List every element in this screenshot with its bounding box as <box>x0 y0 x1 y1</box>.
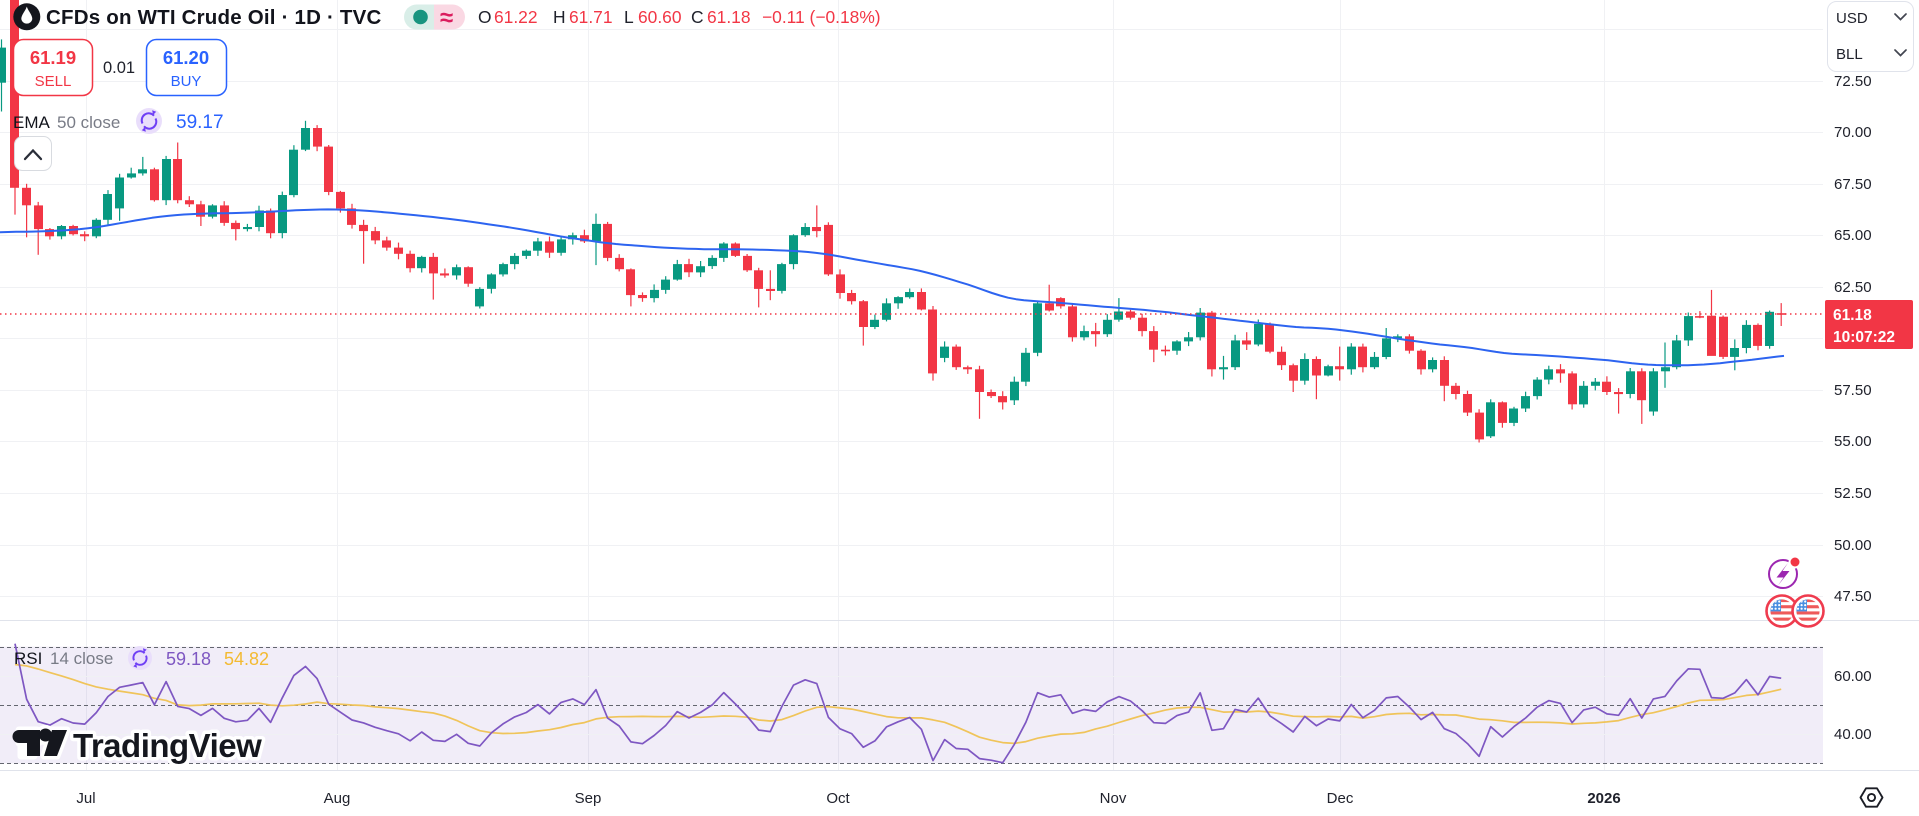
svg-text:BLL: BLL <box>1836 46 1863 63</box>
svg-text:72.50: 72.50 <box>1834 73 1872 90</box>
svg-text:61.19: 61.19 <box>30 47 76 68</box>
svg-text:52.50: 52.50 <box>1834 485 1872 502</box>
svg-text:65.00: 65.00 <box>1834 227 1872 244</box>
svg-text:61.18: 61.18 <box>1833 307 1872 324</box>
svg-text:SELL: SELL <box>35 73 72 90</box>
svg-text:Jul: Jul <box>76 790 95 807</box>
svg-text:61.18: 61.18 <box>707 7 751 27</box>
svg-text:O: O <box>478 7 492 27</box>
svg-text:47.50: 47.50 <box>1834 588 1872 605</box>
svg-text:40.00: 40.00 <box>1834 726 1872 743</box>
svg-text:61.20: 61.20 <box>163 47 209 68</box>
svg-text:2026: 2026 <box>1587 790 1620 807</box>
svg-text:H: H <box>553 7 566 27</box>
svg-text:50 close: 50 close <box>57 113 120 132</box>
svg-text:L: L <box>624 7 634 27</box>
svg-text:0.01: 0.01 <box>103 59 135 77</box>
svg-text:TradingView: TradingView <box>73 727 262 764</box>
svg-text:62.50: 62.50 <box>1834 279 1872 296</box>
svg-text:USD: USD <box>1836 10 1868 27</box>
svg-text:Oct: Oct <box>826 790 850 807</box>
svg-text:−0.11 (−0.18%): −0.11 (−0.18%) <box>762 7 881 27</box>
svg-text:61.71: 61.71 <box>569 7 613 27</box>
svg-text:TradingView: TradingView <box>73 727 262 764</box>
svg-text:C: C <box>691 7 704 27</box>
svg-text:59.18: 59.18 <box>166 649 211 669</box>
svg-text:Aug: Aug <box>324 790 351 807</box>
svg-text:61.22: 61.22 <box>494 7 538 27</box>
svg-text:Dec: Dec <box>1327 790 1354 807</box>
svg-text:BUY: BUY <box>171 73 202 90</box>
svg-text:50.00: 50.00 <box>1834 537 1872 554</box>
svg-text:14 close: 14 close <box>50 649 113 668</box>
svg-text:CFDs on WTI Crude Oil · 1D · T: CFDs on WTI Crude Oil · 1D · TVC <box>46 6 382 29</box>
svg-text:Sep: Sep <box>575 790 602 807</box>
svg-text:10:07:22: 10:07:22 <box>1833 329 1895 346</box>
svg-text:70.00: 70.00 <box>1834 124 1872 141</box>
svg-text:67.50: 67.50 <box>1834 176 1872 193</box>
svg-text:≈: ≈ <box>440 5 453 32</box>
svg-text:54.82: 54.82 <box>224 649 269 669</box>
svg-text:60.00: 60.00 <box>1834 668 1872 685</box>
svg-text:EMA: EMA <box>13 113 51 132</box>
svg-text:55.00: 55.00 <box>1834 433 1872 450</box>
svg-text:59.17: 59.17 <box>176 112 224 133</box>
svg-text:60.60: 60.60 <box>638 7 682 27</box>
svg-text:57.50: 57.50 <box>1834 382 1872 399</box>
svg-text:Nov: Nov <box>1100 790 1127 807</box>
svg-text:RSI: RSI <box>14 649 42 668</box>
